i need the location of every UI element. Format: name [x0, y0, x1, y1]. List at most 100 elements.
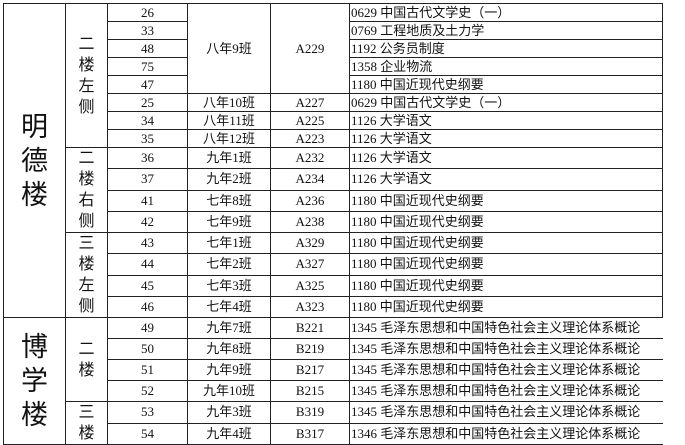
building-name-cell: 明德楼 [3, 3, 66, 318]
class-cell: 九年9班 [187, 359, 271, 381]
vertical-text: 博学楼 [21, 332, 48, 430]
course-cell: 1126 大学语文 [349, 168, 663, 191]
course-cell: 1180 中国近现代史纲要 [349, 231, 663, 255]
class-cell: 九年3班 [187, 401, 271, 424]
seat-number-cell: 41 [107, 189, 188, 212]
table-row: 二楼右侧 36 九年1班 A232 1126 大学语文 [4, 146, 663, 233]
room-cell: A329 [270, 231, 350, 255]
course-cell: 0629 中国古代文学史（一） [349, 3, 663, 22]
seat-number-cell: 49 [107, 317, 188, 339]
class-cell: 七年1班 [187, 231, 271, 255]
class-cell: 九年8班 [187, 338, 271, 360]
class-cell: 八年9班 [187, 3, 271, 94]
course-cell: 1192 公务员制度 [349, 39, 663, 58]
class-cell: 七年9班 [187, 210, 271, 234]
exam-room-table: 明德楼 二楼左侧 26 八年9班 A229 0629 中国古代文学史（一） 33 0769 工… [3, 3, 663, 445]
seat-number-cell: 50 [107, 338, 188, 360]
table-row: 博学楼 二楼 49 九年7班 B221 1345 毛泽东思想和中国特色社会主义理论体系概论 [3, 317, 663, 445]
class-cell: 九年7班 [187, 317, 271, 339]
room-cell: A225 [270, 111, 350, 130]
seat-number-cell: 26 [107, 3, 188, 22]
room-cell: A227 [270, 93, 350, 112]
room-cell: A229 [270, 3, 350, 94]
course-cell: 1345 毛泽东思想和中国特色社会主义理论体系概论 [349, 359, 663, 381]
room-cell: B319 [270, 401, 350, 424]
seat-number-cell: 43 [107, 231, 188, 255]
floor-name-cell: 三楼左侧 [65, 232, 108, 318]
room-cell: A234 [270, 168, 350, 191]
room-cell: A327 [270, 253, 350, 276]
seat-number-cell: 25 [107, 93, 188, 112]
vertical-text: 明德楼 [21, 111, 48, 210]
seat-number-cell: 54 [107, 422, 188, 445]
room-cell: A223 [270, 129, 350, 148]
seat-number-cell: 47 [107, 75, 188, 94]
course-cell: 1345 毛泽东思想和中国特色社会主义理论体系概论 [349, 401, 663, 424]
building-name-cell: 博学楼 [3, 317, 66, 445]
table-row: 52 九年10班 B215 1345 毛泽东思想和中国特色社会主义理论体系概论 [4, 380, 663, 402]
floor-name-cell: 二楼 [65, 317, 108, 402]
seat-number-cell: 51 [107, 359, 188, 381]
vertical-text: 二楼 [78, 340, 95, 379]
table-row: 三楼左侧 43 七年1班 A329 1180 中国近现代史纲要 [4, 231, 663, 318]
class-cell: 九年10班 [187, 380, 271, 402]
vertical-text: 三楼左侧 [78, 235, 95, 315]
course-cell: 1345 毛泽东思想和中国特色社会主义理论体系概论 [349, 338, 663, 360]
floor-name-cell: 二楼右侧 [65, 147, 108, 233]
room-cell: A325 [270, 274, 350, 297]
vertical-text: 三楼 [78, 404, 95, 442]
room-cell: B317 [270, 422, 350, 445]
table-row: 46 七年4班 A323 1180 中国近现代史纲要 [4, 295, 663, 319]
class-cell: 七年2班 [187, 253, 271, 276]
table-row: 50 九年8班 B219 1345 毛泽东思想和中国特色社会主义理论体系概论 [4, 338, 663, 360]
room-cell: B219 [270, 338, 350, 360]
course-cell: 1346 毛泽东思想和中国特色社会主义理论体系概论 [349, 422, 663, 445]
room-cell: A323 [270, 295, 350, 319]
course-cell: 1358 企业物流 [349, 57, 663, 76]
room-cell: B221 [270, 317, 350, 339]
table-row: 明德楼 二楼左侧 26 八年9班 A229 0629 中国古代文学史（一） [3, 3, 663, 318]
course-cell: 1180 中国近现代史纲要 [349, 210, 663, 234]
class-cell: 九年1班 [187, 146, 271, 170]
course-cell: 1345 毛泽东思想和中国特色社会主义理论体系概论 [349, 380, 663, 402]
room-cell: A236 [270, 189, 350, 212]
seat-number-cell: 34 [107, 111, 188, 130]
class-cell: 七年8班 [187, 189, 271, 212]
table-row: 44 七年2班 A327 1180 中国近现代史纲要 [4, 253, 663, 276]
room-cell: A232 [270, 146, 350, 170]
class-cell: 七年3班 [187, 274, 271, 297]
vertical-text: 二楼右侧 [78, 150, 95, 230]
course-cell: 1180 中国近现代史纲要 [349, 295, 663, 319]
seat-number-cell: 75 [107, 57, 188, 76]
seat-number-cell: 45 [107, 274, 188, 297]
vertical-text: 二楼左侧 [78, 35, 95, 116]
course-cell: 1126 大学语文 [349, 129, 663, 148]
table-row: 三楼 53 九年3班 B319 1345 毛泽东思想和中国特色社会主义理论体系概论 [4, 401, 663, 445]
room-cell: B215 [270, 380, 350, 402]
table-row: 45 七年3班 A325 1180 中国近现代史纲要 [4, 274, 663, 297]
seat-number-cell: 46 [107, 295, 188, 319]
seat-number-cell: 42 [107, 210, 188, 234]
seat-number-cell: 48 [107, 39, 188, 58]
table-row: 25 八年10班 A227 0629 中国古代文学史（一） [4, 93, 663, 112]
class-cell: 九年4班 [187, 422, 271, 445]
class-cell: 八年11班 [187, 111, 271, 130]
course-cell: 0769 工程地质及土力学 [349, 21, 663, 40]
table-row: 35 八年12班 A223 1126 大学语文 [4, 129, 663, 148]
seat-number-cell: 37 [107, 168, 188, 191]
course-cell: 1126 大学语文 [349, 146, 663, 170]
course-cell: 1180 中国近现代史纲要 [349, 189, 663, 212]
course-cell: 0629 中国古代文学史（一） [349, 93, 663, 112]
course-cell: 1345 毛泽东思想和中国特色社会主义理论体系概论 [349, 317, 663, 339]
room-cell: A238 [270, 210, 350, 234]
table-row: 34 八年11班 A225 1126 大学语文 [4, 111, 663, 130]
class-cell: 九年2班 [187, 168, 271, 191]
table-row: 54 九年4班 B317 1346 毛泽东思想和中国特色社会主义理论体系概论 [4, 422, 663, 445]
course-cell: 1180 中国近现代史纲要 [349, 274, 663, 297]
seat-number-cell: 44 [107, 253, 188, 276]
class-cell: 七年4班 [187, 295, 271, 319]
class-cell: 八年10班 [187, 93, 271, 112]
seat-number-cell: 52 [107, 380, 188, 402]
seat-number-cell: 53 [107, 401, 188, 424]
floor-name-cell: 二楼左侧 [65, 3, 108, 148]
